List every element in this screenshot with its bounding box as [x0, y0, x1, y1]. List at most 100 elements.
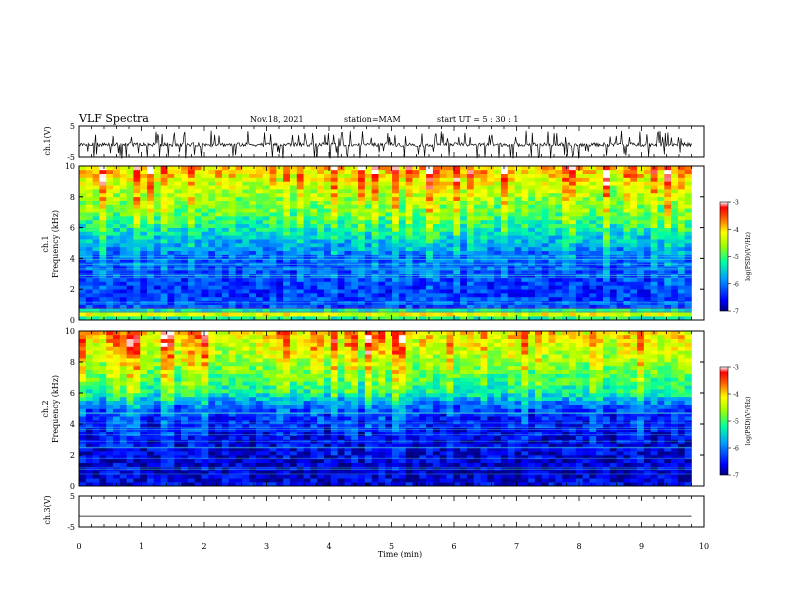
spectrogram-cell	[283, 266, 291, 271]
spectrogram-cell	[276, 470, 284, 475]
spectrogram-cell	[514, 208, 522, 213]
spectrogram-cell	[446, 239, 454, 244]
spectrogram-cell	[616, 439, 624, 444]
spectrogram-cell	[296, 439, 304, 444]
spectrogram-cell	[344, 285, 352, 290]
spectrogram-cell	[215, 246, 223, 251]
spectrogram-cell	[337, 462, 345, 467]
spectrogram-cell	[684, 219, 692, 225]
spectrogram-cell	[276, 258, 284, 263]
spectrogram-cell	[85, 285, 93, 290]
spectrogram-cell	[534, 227, 543, 232]
spectrogram-cell	[521, 277, 529, 282]
spectrogram-cell	[637, 296, 645, 302]
spectrogram-cell	[541, 173, 549, 178]
spectrogram-cell	[466, 185, 475, 190]
spectrogram-cell	[426, 200, 434, 205]
spectrogram-cell	[562, 269, 570, 275]
spectrogram-cell	[684, 458, 692, 464]
spectrogram-cell	[419, 458, 427, 464]
spectrogram-cell	[507, 308, 515, 313]
spectrogram-cell	[466, 269, 475, 275]
spectrogram-cell	[160, 235, 168, 240]
spectrogram-cell	[106, 482, 114, 487]
spectrogram-cell	[167, 296, 175, 302]
spectrogram-cell	[664, 281, 672, 286]
spectrogram-cell	[208, 312, 216, 317]
spectrogram-cell	[514, 316, 522, 321]
spectrogram-cell	[371, 208, 379, 213]
spectrogram-cell	[453, 235, 461, 240]
spectrogram-cell	[541, 192, 549, 198]
spectrogram-cell	[378, 208, 386, 213]
spectrogram-cell	[269, 482, 277, 487]
spectrogram-cell	[194, 173, 202, 178]
spectrogram-cell	[289, 462, 298, 467]
spectrogram-cell	[324, 435, 332, 440]
spectrogram-cell	[650, 212, 658, 217]
spectrogram-cell	[187, 189, 195, 194]
spectrogram-cell	[215, 470, 223, 475]
spectrogram-cell	[92, 216, 100, 221]
spectrogram-cell	[235, 212, 243, 217]
spectrogram-cell	[140, 181, 148, 186]
spectrogram-cell	[616, 239, 624, 244]
spectrogram-cell	[677, 231, 685, 236]
spectrogram-cell	[310, 266, 318, 271]
spectrogram-cell	[589, 250, 597, 255]
spectrogram-cell	[153, 277, 161, 282]
spectrogram-cell	[569, 289, 577, 294]
spectrogram-cell	[609, 478, 617, 483]
spectrogram-cell	[133, 192, 141, 198]
spectrogram-cell	[398, 235, 406, 240]
spectrogram-cell	[419, 462, 427, 467]
spectrogram-cell	[534, 443, 543, 448]
spectrogram-cell	[133, 246, 141, 251]
spectrogram-cell	[623, 269, 631, 275]
spectrogram-cell	[249, 266, 257, 271]
spectrogram-cell	[119, 285, 127, 290]
spectrogram-cell	[289, 200, 298, 205]
spectrogram-cell	[480, 189, 488, 194]
spectrogram-cell	[677, 173, 685, 178]
spectrogram-cell	[528, 204, 536, 209]
spectrogram-cell	[351, 258, 359, 263]
spectrogram-cell	[330, 246, 338, 251]
spectrogram-cell	[453, 462, 461, 467]
spectrogram-cell	[385, 181, 393, 186]
spectrogram-cell	[269, 169, 277, 174]
spectrogram-cell	[181, 216, 189, 221]
spectrogram-cell	[79, 246, 87, 251]
spectrogram-cell	[215, 478, 223, 483]
spectrogram-cell	[650, 189, 658, 194]
spectrogram-cell	[528, 216, 536, 221]
spectrogram-cell	[289, 458, 298, 464]
spectrogram-cell	[249, 293, 257, 298]
spectrogram-cell	[106, 250, 114, 255]
spectrogram-cell	[208, 293, 216, 298]
spectrogram-cell	[324, 192, 332, 198]
spectrogram-cell	[446, 443, 454, 448]
spectrogram-cell	[85, 204, 93, 209]
spectrogram-cell	[296, 289, 304, 294]
spectrogram-cell	[99, 474, 107, 479]
spectrogram-cell	[589, 204, 597, 209]
spectrogram-cell	[453, 177, 461, 182]
spectrogram-cell	[637, 308, 645, 313]
spectrogram-cell	[385, 478, 393, 483]
spectrogram-cell	[460, 173, 468, 178]
spectrogram-cell	[398, 239, 406, 244]
spectrogram-cell	[92, 289, 100, 294]
spectrogram-cell	[310, 443, 318, 448]
spectrogram-cell	[364, 212, 372, 217]
spectrogram-cell	[140, 455, 148, 460]
spectrogram-cell	[500, 269, 509, 275]
spectrogram-cell	[664, 196, 672, 201]
spectrogram-cell	[528, 458, 536, 464]
spectrogram-cell	[637, 316, 645, 321]
spectrogram-cell	[569, 246, 577, 251]
spectrogram-cell	[534, 478, 543, 483]
spectrogram-cell	[426, 235, 434, 240]
spectrogram-cell	[528, 466, 536, 471]
spectrogram-cell	[221, 296, 230, 302]
